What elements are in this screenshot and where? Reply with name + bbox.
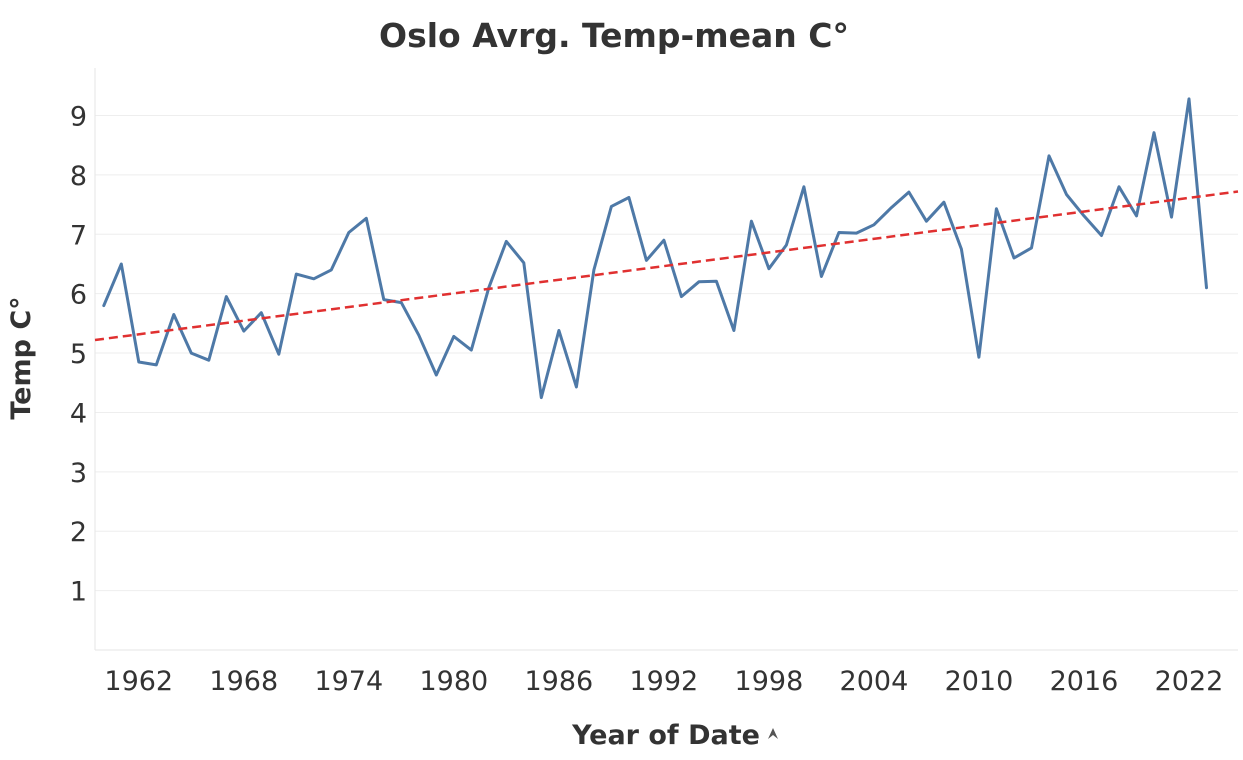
data-point[interactable] — [1011, 256, 1016, 261]
data-point[interactable] — [591, 267, 596, 272]
y-tick-label: 1 — [70, 577, 87, 608]
data-point[interactable] — [294, 272, 299, 277]
data-point[interactable] — [101, 303, 106, 308]
data-point[interactable] — [976, 355, 981, 360]
tick-labels: 1 2 3 4 5 6 7 8 9 1962 1968 1974 1980 1986 1992 1998 200… — [70, 102, 1224, 697]
data-point[interactable] — [696, 279, 701, 284]
data-point[interactable] — [364, 216, 369, 221]
y-tick-label: 7 — [70, 220, 87, 251]
data-point[interactable] — [574, 384, 579, 389]
data-point[interactable] — [434, 373, 439, 378]
data-point[interactable] — [311, 276, 316, 281]
data-point[interactable] — [1116, 184, 1121, 189]
x-tick-label: 2016 — [1050, 666, 1119, 697]
data-point[interactable] — [346, 230, 351, 235]
y-tick-label: 9 — [70, 102, 87, 133]
data-point[interactable] — [451, 334, 456, 339]
data-point[interactable] — [119, 261, 124, 266]
data-point[interactable] — [329, 267, 334, 272]
data-point[interactable] — [1151, 130, 1156, 135]
x-tick-label: 1974 — [314, 666, 383, 697]
data-point[interactable] — [766, 266, 771, 271]
data-point[interactable] — [609, 204, 614, 209]
data-point[interactable] — [714, 279, 719, 284]
data-point[interactable] — [959, 247, 964, 252]
data-point[interactable] — [679, 294, 684, 299]
data-point[interactable] — [906, 190, 911, 195]
y-tick-label: 2 — [70, 517, 87, 548]
data-point[interactable] — [871, 222, 876, 227]
series-layer — [94, 96, 1239, 400]
x-axis-sort-icon[interactable] — [768, 728, 778, 739]
data-point[interactable] — [1046, 153, 1051, 158]
data-point[interactable] — [206, 358, 211, 363]
data-point[interactable] — [626, 195, 631, 200]
data-point[interactable] — [556, 328, 561, 333]
data-point[interactable] — [416, 333, 421, 338]
data-point[interactable] — [749, 219, 754, 224]
data-point[interactable] — [539, 395, 544, 400]
data-point[interactable] — [521, 260, 526, 265]
data-point[interactable] — [469, 348, 474, 353]
y-tick-label: 4 — [70, 398, 87, 429]
y-tick-label: 5 — [70, 339, 87, 370]
data-point[interactable] — [1186, 96, 1191, 101]
data-point[interactable] — [924, 219, 929, 224]
x-tick-label: 1962 — [104, 666, 173, 697]
data-point[interactable] — [836, 230, 841, 235]
data-point[interactable] — [276, 352, 281, 357]
data-point[interactable] — [189, 351, 194, 356]
data-point[interactable] — [1081, 213, 1086, 218]
data-point[interactable] — [1169, 215, 1174, 220]
data-point[interactable] — [1134, 213, 1139, 218]
y-tick-label: 6 — [70, 280, 87, 311]
x-tick-label: 2004 — [840, 666, 909, 697]
data-point[interactable] — [1099, 233, 1104, 238]
x-tick-label: 2010 — [945, 666, 1014, 697]
trend-line — [94, 190, 1239, 342]
x-tick-label: 1992 — [630, 666, 699, 697]
x-tick-label: 1968 — [209, 666, 278, 697]
data-point[interactable] — [784, 242, 789, 247]
gridlines — [95, 115, 1238, 592]
x-tick-label: 2022 — [1155, 666, 1224, 697]
data-point[interactable] — [504, 239, 509, 244]
data-point[interactable] — [941, 200, 946, 205]
data-point[interactable] — [241, 329, 246, 334]
x-tick-label: 1998 — [735, 666, 804, 697]
data-point[interactable] — [819, 274, 824, 279]
data-point[interactable] — [224, 294, 229, 299]
data-point[interactable] — [731, 328, 736, 333]
data-point[interactable] — [136, 359, 141, 364]
data-point[interactable] — [1064, 192, 1069, 197]
data-point[interactable] — [154, 362, 159, 367]
data-point[interactable] — [171, 312, 176, 317]
axes — [94, 68, 1238, 651]
x-axis-title: Year of Date — [571, 720, 760, 751]
temperature-series-line — [102, 97, 1208, 400]
data-point[interactable] — [644, 258, 649, 263]
data-point[interactable] — [889, 205, 894, 210]
data-point[interactable] — [994, 206, 999, 211]
y-tick-label: 3 — [70, 458, 87, 489]
data-point[interactable] — [1204, 285, 1209, 290]
data-point[interactable] — [381, 297, 386, 302]
data-point[interactable] — [854, 231, 859, 236]
y-tick-label: 8 — [70, 161, 87, 192]
chart-title: Oslo Avrg. Temp-mean C° — [379, 16, 849, 55]
y-axis-title: Temp C° — [6, 296, 37, 419]
data-point[interactable] — [661, 238, 666, 243]
x-tick-label: 1986 — [524, 666, 593, 697]
data-point[interactable] — [259, 310, 264, 315]
data-point[interactable] — [1029, 245, 1034, 250]
x-tick-label: 1980 — [419, 666, 488, 697]
data-point[interactable] — [801, 184, 806, 189]
